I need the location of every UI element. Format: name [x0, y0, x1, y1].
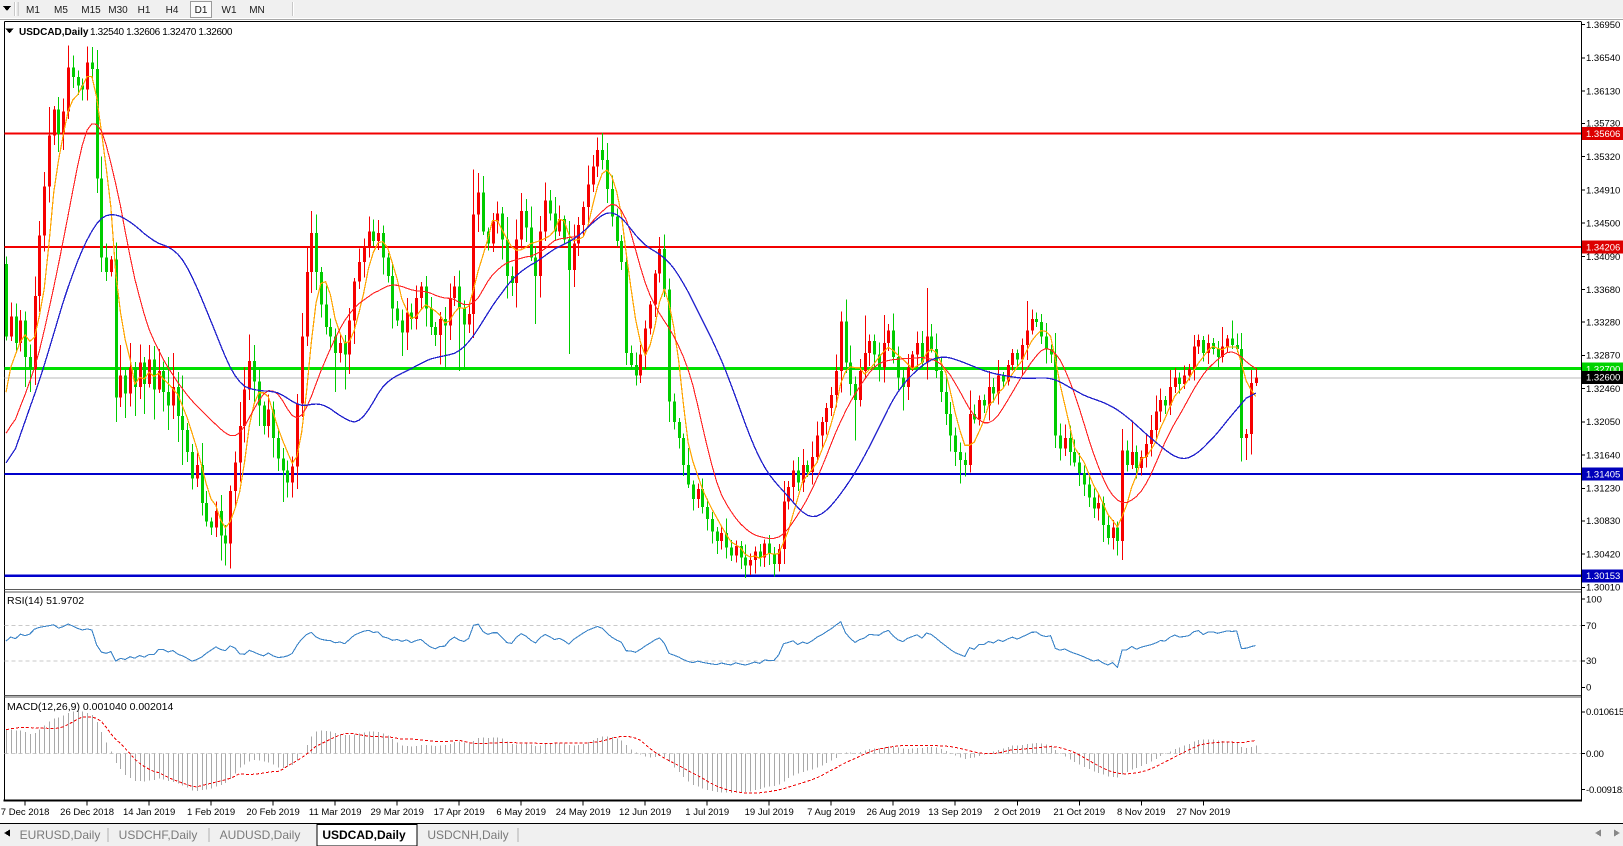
svg-text:26 Dec 2018: 26 Dec 2018 [60, 807, 114, 818]
svg-text:AUDUSD,Daily: AUDUSD,Daily [220, 828, 301, 842]
svg-text:1.30830: 1.30830 [1586, 516, 1620, 527]
svg-text:EURUSD,Daily: EURUSD,Daily [20, 828, 101, 842]
svg-text:H4: H4 [166, 5, 179, 16]
svg-text:1.36540: 1.36540 [1586, 53, 1620, 64]
svg-text:1.36130: 1.36130 [1586, 86, 1620, 97]
svg-text:1.32460: 1.32460 [1586, 384, 1620, 395]
svg-text:1.32700: 1.32700 [1586, 365, 1620, 376]
svg-text:1.32540 1.32606 1.32470 1.3260: 1.32540 1.32606 1.32470 1.32600 [90, 27, 233, 38]
svg-text:-0.009181: -0.009181 [1586, 785, 1623, 796]
svg-text:USDCAD,Daily: USDCAD,Daily [19, 27, 89, 38]
svg-text:1.34910: 1.34910 [1586, 185, 1620, 196]
svg-text:12 Jun 2019: 12 Jun 2019 [619, 807, 671, 818]
svg-text:1 Jul 2019: 1 Jul 2019 [685, 807, 729, 818]
svg-text:W1: W1 [222, 5, 237, 16]
svg-text:27 Nov 2019: 27 Nov 2019 [1176, 807, 1230, 818]
svg-text:USDCNH,Daily: USDCNH,Daily [427, 828, 508, 842]
svg-text:1.34500: 1.34500 [1586, 219, 1620, 230]
svg-text:20 Feb 2019: 20 Feb 2019 [246, 807, 299, 818]
svg-text:1.33280: 1.33280 [1586, 317, 1620, 328]
svg-text:M1: M1 [26, 5, 40, 16]
svg-text:1.35320: 1.35320 [1586, 152, 1620, 163]
svg-text:1.30010: 1.30010 [1586, 583, 1620, 594]
svg-text:1.30420: 1.30420 [1586, 549, 1620, 560]
svg-text:7 Aug 2019: 7 Aug 2019 [807, 807, 855, 818]
svg-text:1.32870: 1.32870 [1586, 351, 1620, 362]
svg-text:11 Mar 2019: 11 Mar 2019 [309, 807, 362, 818]
svg-text:30: 30 [1586, 656, 1597, 667]
svg-text:0: 0 [1586, 683, 1591, 694]
svg-text:1.35606: 1.35606 [1586, 129, 1620, 140]
svg-text:14 Jan 2019: 14 Jan 2019 [123, 807, 175, 818]
svg-text:H1: H1 [138, 5, 151, 16]
svg-text:1.30153: 1.30153 [1586, 571, 1620, 582]
svg-text:RSI(14) 51.9702: RSI(14) 51.9702 [7, 595, 84, 607]
svg-text:D1: D1 [195, 5, 208, 16]
svg-text:1.34206: 1.34206 [1586, 242, 1620, 253]
svg-text:0.00: 0.00 [1586, 749, 1604, 760]
svg-text:1.32050: 1.32050 [1586, 417, 1620, 428]
svg-text:6 May 2019: 6 May 2019 [496, 807, 546, 818]
svg-text:2 Oct 2019: 2 Oct 2019 [994, 807, 1040, 818]
svg-text:29 Mar 2019: 29 Mar 2019 [371, 807, 424, 818]
svg-text:26 Aug 2019: 26 Aug 2019 [867, 807, 920, 818]
svg-text:100: 100 [1586, 594, 1602, 605]
svg-text:M30: M30 [108, 5, 128, 16]
svg-text:1.34090: 1.34090 [1586, 252, 1620, 263]
svg-text:1.31405: 1.31405 [1586, 470, 1620, 481]
svg-text:1.31640: 1.31640 [1586, 451, 1620, 462]
svg-text:0.010615: 0.010615 [1586, 707, 1623, 718]
svg-text:24 May 2019: 24 May 2019 [556, 807, 611, 818]
svg-text:M15: M15 [81, 5, 101, 16]
svg-text:1.33680: 1.33680 [1586, 285, 1620, 296]
svg-text:USDCAD,Daily: USDCAD,Daily [322, 828, 406, 842]
svg-text:21 Oct 2019: 21 Oct 2019 [1053, 807, 1105, 818]
svg-text:7 Dec 2018: 7 Dec 2018 [1, 807, 50, 818]
svg-text:19 Jul 2019: 19 Jul 2019 [745, 807, 794, 818]
svg-text:MN: MN [249, 5, 265, 16]
svg-text:1.36950: 1.36950 [1586, 20, 1620, 31]
svg-text:1.32600: 1.32600 [1586, 373, 1620, 384]
svg-text:USDCHF,Daily: USDCHF,Daily [119, 828, 198, 842]
svg-text:8 Nov 2019: 8 Nov 2019 [1117, 807, 1166, 818]
svg-text:1.35730: 1.35730 [1586, 119, 1620, 130]
svg-text:M5: M5 [54, 5, 68, 16]
svg-text:1.31230: 1.31230 [1586, 484, 1620, 495]
svg-text:70: 70 [1586, 621, 1597, 632]
svg-text:1 Feb 2019: 1 Feb 2019 [187, 807, 235, 818]
svg-text:17 Apr 2019: 17 Apr 2019 [434, 807, 485, 818]
svg-text:13 Sep 2019: 13 Sep 2019 [928, 807, 982, 818]
svg-text:MACD(12,26,9) 0.001040 0.00201: MACD(12,26,9) 0.001040 0.002014 [7, 701, 174, 713]
